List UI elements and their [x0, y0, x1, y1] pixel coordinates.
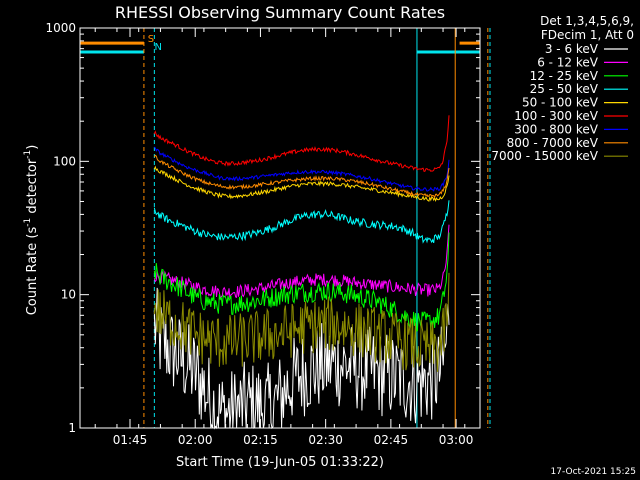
y-tick-label-2: 100 [53, 154, 76, 168]
legend-label-2: 12 - 25 keV [530, 69, 599, 83]
legend-label-5: 100 - 300 keV [514, 109, 598, 123]
legend-label-7: 800 - 7000 keV [507, 136, 599, 150]
legend-label-3: 25 - 50 keV [530, 82, 599, 96]
axes: 1 10 100 1000 01:45 02:00 02:15 02:30 02:45 03:00 [45, 21, 481, 447]
x-tick-label-3: 02:30 [308, 433, 343, 447]
y-tick-label-0: 1 [68, 421, 76, 435]
timestamp: 17-Oct-2021 15:25 [551, 467, 636, 477]
legend-label-6: 300 - 800 keV [514, 122, 598, 136]
marker-N: N [155, 42, 162, 53]
series-line-3 [153, 200, 450, 244]
legend-label-1: 6 - 12 keV [537, 55, 599, 69]
y-tick-label-1: 10 [61, 288, 76, 302]
y-axis-label-part-1: Count Rate (s [25, 227, 40, 316]
x-tick-label-1: 02:00 [178, 433, 213, 447]
y-axis-label: Count Rate (s-1 detector-1) [23, 145, 40, 316]
legend-label-8: 7000 - 15000 keV [491, 149, 598, 163]
y-axis-label-part-2: detector [25, 158, 40, 218]
y-axis-label-exp-2: -1 [23, 150, 33, 159]
x-tick-label-2: 02:15 [243, 433, 278, 447]
legend-label-0: 3 - 6 keV [545, 42, 599, 56]
y-axis-label-exp-1: -1 [23, 218, 33, 227]
x-axis-label: Start Time (19-Jun-05 01:33:22) [176, 455, 384, 470]
x-tick-label-5: 03:00 [439, 433, 474, 447]
y-axis-label-part-3: ) [25, 145, 40, 150]
series-line-0 [153, 287, 450, 430]
legend-header-line-2: FDecim 1, Att 0 [541, 28, 634, 42]
series-line-8 [153, 272, 450, 372]
legend-label-4: 50 - 100 keV [522, 96, 599, 110]
series-line-4 [153, 165, 450, 203]
x-tick-label-0: 01:45 [113, 433, 148, 447]
chart-title: RHESSI Observing Summary Count Rates [115, 3, 445, 22]
series-line-1 [153, 224, 450, 300]
legend: Det 1,3,4,5,6,9, FDecim 1, Att 0 3 - 6 k… [491, 14, 634, 163]
series-line-6 [153, 146, 450, 192]
marker-S: S [148, 34, 154, 45]
series-line-5 [153, 115, 450, 172]
plot-area: SN [80, 28, 491, 430]
y-tick-label-3: 1000 [45, 21, 76, 35]
x-tick-label-4: 02:45 [374, 433, 409, 447]
series-line-2 [153, 232, 450, 332]
plot-frame [79, 27, 481, 429]
legend-header-line-1: Det 1,3,4,5,6,9, [540, 14, 634, 28]
series-line-7 [153, 154, 450, 199]
